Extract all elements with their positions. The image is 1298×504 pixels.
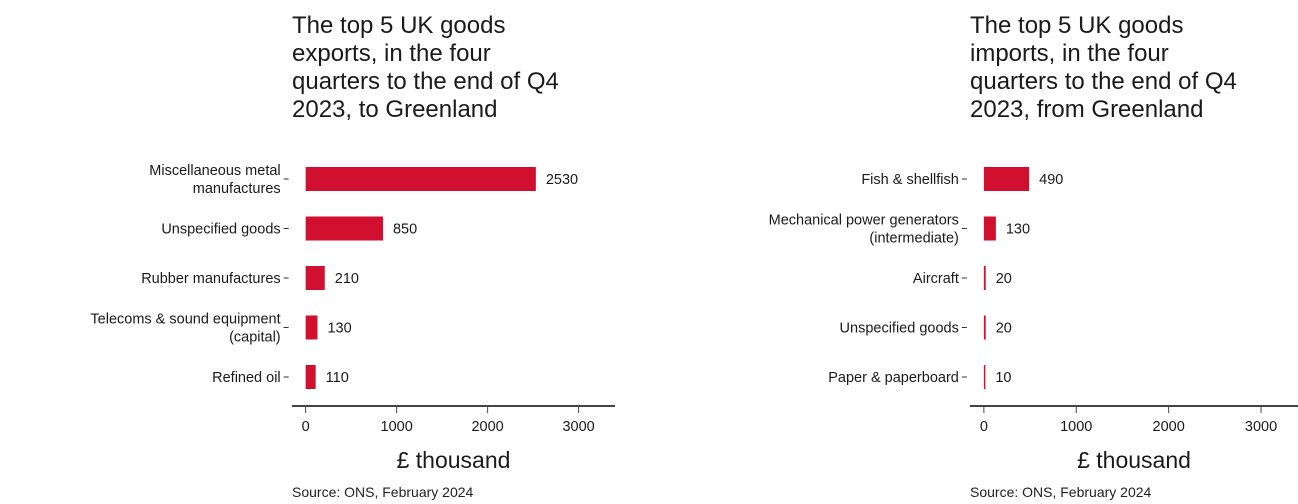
x-tick-label: 3000 — [1245, 419, 1277, 435]
data-label: 130 — [327, 321, 351, 337]
bar — [983, 365, 986, 389]
source-note: Source: ONS, February 2024 — [292, 484, 474, 500]
bar — [983, 167, 1030, 191]
imports-chart: The top 5 UK goods imports, in the four … — [640, 0, 1298, 504]
exports-plot: Miscellaneous metal manufactures 2530 Unspe… — [90, 163, 615, 473]
data-label: 850 — [393, 222, 417, 238]
x-tick-label: 2000 — [1153, 419, 1185, 435]
x-tick-label: 0 — [302, 419, 310, 435]
x-tick-label: 0 — [980, 419, 988, 435]
data-label: 490 — [1039, 172, 1063, 188]
category-label: Telecoms & sound equipment (capital) — [90, 312, 280, 346]
category-label: Unspecified goods — [840, 321, 959, 337]
data-label: 2530 — [546, 172, 578, 188]
bar — [305, 365, 316, 389]
x-tick-label: 3000 — [562, 419, 594, 435]
x-axis-title: £ thousand — [397, 447, 511, 473]
category-label: Paper & paperboard — [828, 370, 959, 386]
data-label: 10 — [995, 370, 1011, 386]
x-tick-label: 2000 — [471, 419, 503, 435]
x-tick-label: 1000 — [1060, 419, 1092, 435]
bar — [305, 216, 383, 241]
category-label: Unspecified goods — [161, 222, 280, 238]
chart-title: The top 5 UK goods exports, in the four … — [292, 12, 559, 123]
data-label: 210 — [335, 271, 359, 287]
source-note: Source: ONS, February 2024 — [970, 484, 1152, 500]
category-label: Rubber manufactures — [141, 271, 280, 287]
bar — [983, 216, 996, 241]
data-label: 110 — [326, 370, 349, 386]
category-label: Refined oil — [212, 370, 281, 386]
category-label: Mechanical power generators (intermediate… — [769, 213, 959, 247]
x-axis-title: £ thousand — [1077, 447, 1191, 473]
category-label: Miscellaneous metal manufactures — [149, 163, 280, 197]
data-label: 20 — [996, 271, 1012, 287]
category-label: Aircraft — [913, 271, 959, 287]
data-label: 130 — [1006, 222, 1030, 238]
imports-plot: Fish & shellfish 490 Mechanical power gene… — [769, 167, 1298, 473]
bar — [305, 315, 318, 340]
x-tick-label: 1000 — [381, 419, 413, 435]
bar — [983, 315, 986, 340]
bar — [305, 266, 325, 290]
chart-title: The top 5 UK goods imports, in the four … — [970, 12, 1237, 123]
bar — [983, 266, 986, 290]
data-label: 20 — [996, 321, 1012, 337]
exports-chart: The top 5 UK goods exports, in the four … — [0, 0, 640, 504]
bar — [305, 167, 536, 191]
category-label: Fish & shellfish — [861, 172, 959, 188]
